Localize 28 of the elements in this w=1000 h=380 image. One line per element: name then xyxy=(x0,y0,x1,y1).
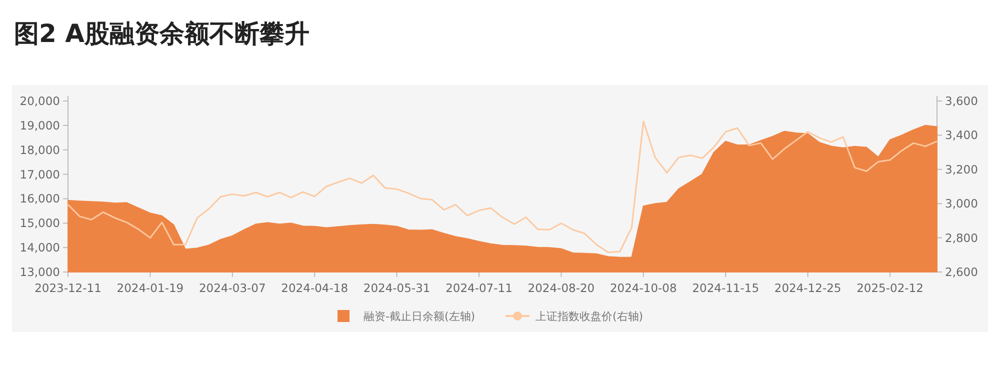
x-tick-label: 2024-03-07 xyxy=(198,281,266,295)
y2-tick-label: 3,600 xyxy=(945,94,978,108)
y-tick-label: 19,000 xyxy=(20,118,60,132)
legend-label: 融资-截止日余额(左轴) xyxy=(364,310,476,323)
x-tick-label: 2024-10-08 xyxy=(610,281,677,295)
y-tick-label: 20,000 xyxy=(20,94,60,108)
x-tick-label: 2025-02-12 xyxy=(856,281,924,295)
y2-tick-label: 2,600 xyxy=(945,265,978,279)
legend-label: 上证指数收盘价(右轴) xyxy=(536,310,644,323)
x-tick-label: 2024-05-31 xyxy=(363,281,430,295)
y-tick-label: 15,000 xyxy=(20,216,60,230)
x-tick-label: 2024-08-20 xyxy=(528,281,595,295)
y-tick-label: 13,000 xyxy=(20,265,60,279)
chart-title: 图2 A股融资余额不断攀升 xyxy=(14,19,310,48)
y-tick-label: 17,000 xyxy=(20,167,60,182)
x-tick-label: 2024-11-15 xyxy=(692,281,760,295)
y-tick-label: 14,000 xyxy=(20,240,60,255)
y2-tick-label: 3,200 xyxy=(945,162,978,176)
x-tick-label: 2023-12-11 xyxy=(34,281,102,295)
x-tick-label: 2024-04-18 xyxy=(281,281,348,295)
y2-tick-label: 3,400 xyxy=(945,128,978,142)
y-tick-label: 18,000 xyxy=(20,142,60,157)
y-tick-label: 16,000 xyxy=(20,192,60,206)
x-tick-label: 2024-12-25 xyxy=(774,281,842,295)
x-tick-label: 2024-07-11 xyxy=(446,281,512,295)
x-tick-label: 2024-01-19 xyxy=(116,281,184,295)
y2-tick-label: 2,800 xyxy=(945,230,978,245)
y2-tick-label: 3,000 xyxy=(945,196,978,211)
